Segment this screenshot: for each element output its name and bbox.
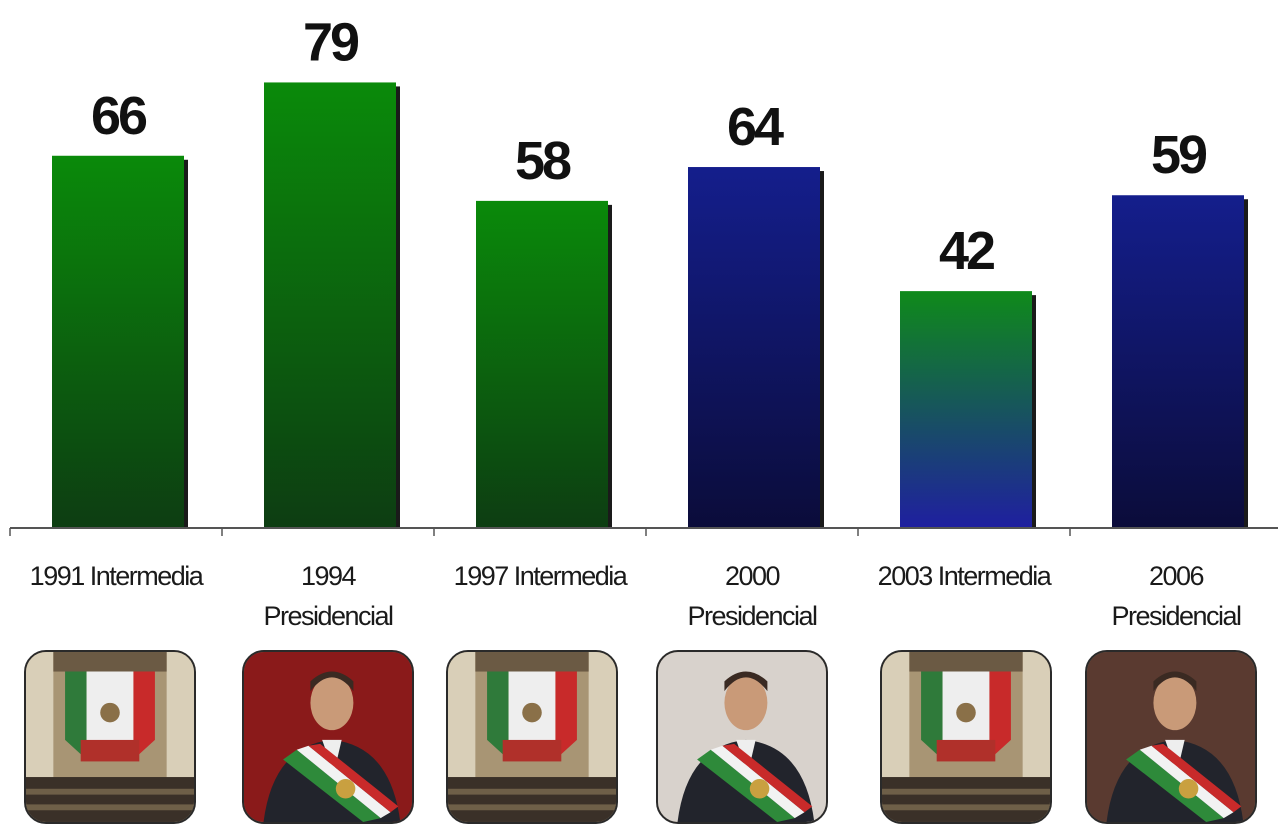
president-portrait-photo: [242, 650, 414, 824]
category-label: 1997 Intermedia: [434, 556, 646, 596]
bar-5: [1112, 195, 1244, 529]
category-label: 2000 Presidencial: [646, 556, 858, 636]
president-portrait-photo: [656, 650, 828, 824]
bar-value-label: 58: [515, 131, 571, 191]
category-label: 2003 Intermedia: [858, 556, 1070, 596]
bars-group: [52, 82, 1248, 529]
bar-value-label: 59: [1151, 125, 1207, 185]
congress-chamber-photo: [24, 650, 196, 824]
category-label: 2006 Presidencial: [1070, 556, 1278, 636]
category-label-line: Presidencial: [263, 601, 394, 631]
category-label-line: 2003 Intermedia: [877, 561, 1052, 591]
bar-value-label: 79: [303, 12, 359, 72]
bar-value-label: 64: [727, 97, 784, 157]
x-axis-ticks: [9, 528, 1071, 536]
category-label-line: 1997 Intermedia: [453, 561, 628, 591]
category-label-line: Presidencial: [1111, 601, 1242, 631]
category-label-line: 1994: [300, 561, 357, 591]
bar-3: [688, 167, 820, 529]
bar-chart: 66 79 58 64 42 59: [9, 12, 1278, 536]
congress-chamber-photo: [446, 650, 618, 824]
bar-2: [476, 200, 608, 528]
bar-value-label: 42: [939, 221, 994, 281]
bar-4: [900, 291, 1032, 528]
bar-0: [52, 155, 184, 528]
category-label-line: 1991 Intermedia: [29, 561, 204, 591]
category-label-line: 2000: [724, 561, 781, 591]
category-label-line: Presidencial: [687, 601, 818, 631]
president-portrait-photo: [1085, 650, 1257, 824]
category-label: 1994 Presidencial: [222, 556, 434, 636]
category-label-line: 2006: [1148, 561, 1205, 591]
bar-1: [264, 82, 396, 528]
congress-chamber-photo: [880, 650, 1052, 824]
category-label: 1991 Intermedia: [10, 556, 222, 596]
bar-value-label: 66: [91, 86, 147, 146]
value-labels-group: 66 79 58 64 42 59: [91, 12, 1210, 281]
